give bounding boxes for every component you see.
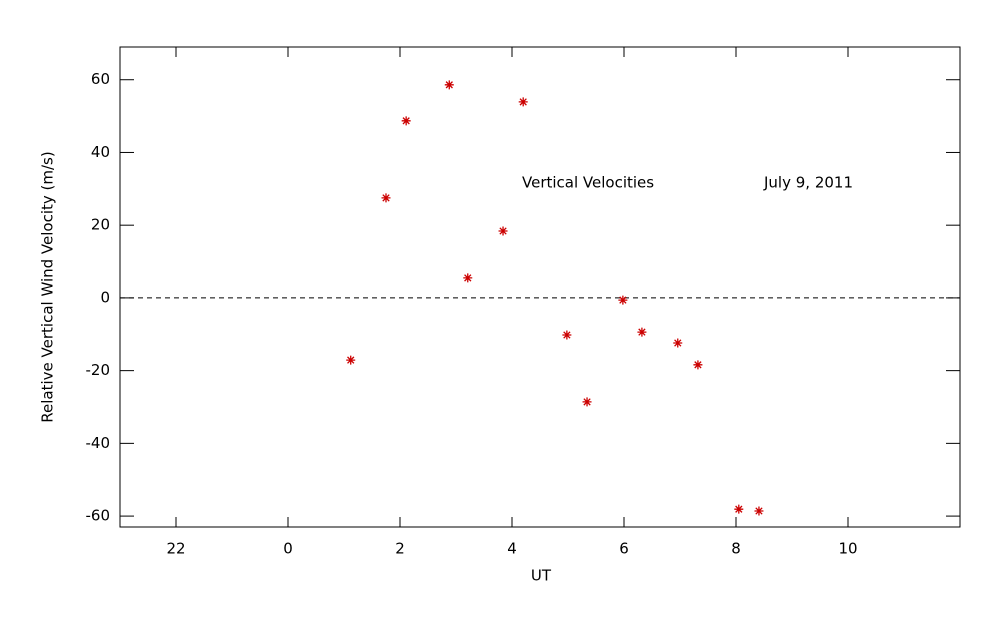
- annotation: July 9, 2011: [763, 174, 853, 192]
- marker: [381, 193, 391, 203]
- x-tick-label: 2: [395, 540, 405, 558]
- y-tick-label: 0: [100, 288, 110, 306]
- plot-frame: [119, 46, 961, 528]
- y-tick-label: 40: [91, 143, 110, 161]
- y-axis-label: Relative Vertical Wind Velocity (m/s): [39, 151, 57, 422]
- marker: [693, 360, 703, 370]
- x-tick-label: 22: [166, 540, 185, 558]
- annotation: Vertical Velocities: [522, 174, 654, 192]
- marker: [401, 116, 411, 126]
- y-tick-label: -20: [86, 361, 111, 379]
- x-tick-label: 10: [838, 540, 857, 558]
- x-axis-label: UT: [531, 567, 552, 585]
- y-tick-label: 60: [91, 70, 110, 88]
- marker: [618, 295, 628, 305]
- marker: [734, 504, 744, 514]
- y-tick-label: -40: [86, 434, 111, 452]
- y-tick-label: -60: [86, 507, 111, 525]
- x-tick-label: 6: [619, 540, 629, 558]
- marker: [498, 226, 508, 236]
- marker: [444, 80, 454, 90]
- marker: [346, 355, 356, 365]
- marker: [582, 397, 592, 407]
- x-tick-label: 0: [283, 540, 293, 558]
- marker: [637, 327, 647, 337]
- marker: [518, 97, 528, 107]
- marker: [673, 338, 683, 348]
- marker: [754, 506, 764, 516]
- marker: [463, 273, 473, 283]
- x-tick-label: 4: [507, 540, 517, 558]
- y-tick-label: 20: [91, 216, 110, 234]
- x-tick-label: 8: [731, 540, 741, 558]
- marker: [562, 330, 572, 340]
